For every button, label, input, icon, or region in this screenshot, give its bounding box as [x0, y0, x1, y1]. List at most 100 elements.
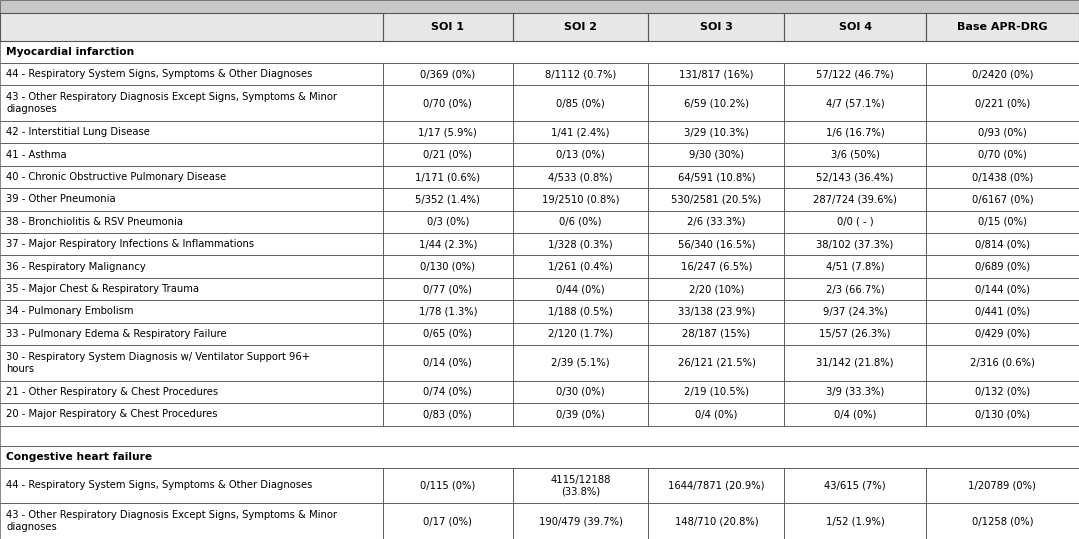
Bar: [926, 63, 1079, 85]
Text: 190/479 (39.7%): 190/479 (39.7%): [538, 516, 623, 526]
Bar: [513, 85, 648, 121]
Bar: [648, 345, 784, 381]
Bar: [926, 381, 1079, 403]
Bar: [383, 255, 513, 278]
Bar: [513, 121, 648, 143]
Text: 40 - Chronic Obstructive Pulmonary Disease: 40 - Chronic Obstructive Pulmonary Disea…: [6, 172, 227, 182]
Bar: [0, 426, 1079, 446]
Bar: [513, 13, 648, 41]
Bar: [784, 188, 926, 211]
Bar: [926, 503, 1079, 539]
Bar: [648, 166, 784, 188]
Bar: [0, 85, 383, 121]
Bar: [648, 188, 784, 211]
Text: 57/122 (46.7%): 57/122 (46.7%): [816, 69, 894, 79]
Bar: [926, 13, 1079, 41]
Text: 33 - Pulmonary Edema & Respiratory Failure: 33 - Pulmonary Edema & Respiratory Failu…: [6, 329, 227, 339]
Text: 0/441 (0%): 0/441 (0%): [975, 307, 1029, 316]
Bar: [926, 278, 1079, 300]
Bar: [0, 63, 383, 85]
Bar: [926, 467, 1079, 503]
Bar: [0, 211, 383, 233]
Bar: [648, 143, 784, 166]
Bar: [383, 121, 513, 143]
Bar: [648, 381, 784, 403]
Bar: [513, 255, 648, 278]
Text: 0/0 ( - ): 0/0 ( - ): [837, 217, 873, 227]
Bar: [926, 300, 1079, 323]
Bar: [926, 143, 1079, 166]
Bar: [926, 255, 1079, 278]
Bar: [0, 143, 383, 166]
Bar: [383, 166, 513, 188]
Bar: [648, 121, 784, 143]
Text: 0/30 (0%): 0/30 (0%): [556, 387, 605, 397]
Bar: [383, 233, 513, 255]
Bar: [0, 467, 383, 503]
Bar: [0, 233, 383, 255]
Bar: [648, 300, 784, 323]
Bar: [383, 166, 513, 188]
Bar: [383, 467, 513, 503]
Bar: [926, 403, 1079, 426]
Text: 21 - Other Respiratory & Chest Procedures: 21 - Other Respiratory & Chest Procedure…: [6, 387, 219, 397]
Text: 16/247 (6.5%): 16/247 (6.5%): [681, 261, 752, 272]
Text: 41 - Asthma: 41 - Asthma: [6, 150, 67, 160]
Text: 34 - Pulmonary Embolism: 34 - Pulmonary Embolism: [6, 307, 134, 316]
Bar: [513, 233, 648, 255]
Text: 0/4 (0%): 0/4 (0%): [695, 410, 738, 419]
Bar: [0, 188, 383, 211]
Bar: [0, 446, 1079, 467]
Text: 0/6 (0%): 0/6 (0%): [559, 217, 602, 227]
Bar: [648, 403, 784, 426]
Text: 0/132 (0%): 0/132 (0%): [974, 387, 1030, 397]
Bar: [383, 233, 513, 255]
Bar: [0, 403, 383, 426]
Bar: [648, 85, 784, 121]
Text: 0/115 (0%): 0/115 (0%): [420, 480, 476, 490]
Bar: [784, 255, 926, 278]
Bar: [648, 300, 784, 323]
Text: 9/30 (30%): 9/30 (30%): [689, 150, 743, 160]
Bar: [383, 211, 513, 233]
Bar: [784, 121, 926, 143]
Text: 287/724 (39.6%): 287/724 (39.6%): [814, 195, 897, 204]
Bar: [513, 403, 648, 426]
Bar: [383, 503, 513, 539]
Bar: [784, 121, 926, 143]
Bar: [513, 323, 648, 345]
Text: 0/77 (0%): 0/77 (0%): [423, 284, 473, 294]
Text: 2/3 (66.7%): 2/3 (66.7%): [825, 284, 885, 294]
Text: 1/78 (1.3%): 1/78 (1.3%): [419, 307, 477, 316]
Bar: [513, 300, 648, 323]
Bar: [0, 503, 383, 539]
Text: 3/6 (50%): 3/6 (50%): [831, 150, 879, 160]
Text: 0/70 (0%): 0/70 (0%): [423, 98, 473, 108]
Bar: [383, 381, 513, 403]
Text: SOI 1: SOI 1: [432, 22, 464, 32]
Bar: [784, 467, 926, 503]
Bar: [926, 121, 1079, 143]
Text: 1/20789 (0%): 1/20789 (0%): [969, 480, 1036, 490]
Text: Myocardial infarction: Myocardial infarction: [6, 47, 135, 57]
Bar: [784, 211, 926, 233]
Text: 35 - Major Chest & Respiratory Trauma: 35 - Major Chest & Respiratory Trauma: [6, 284, 200, 294]
Bar: [926, 381, 1079, 403]
Bar: [648, 467, 784, 503]
Text: 44 - Respiratory System Signs, Symptoms & Other Diagnoses: 44 - Respiratory System Signs, Symptoms …: [6, 480, 313, 490]
Bar: [513, 63, 648, 85]
Text: 1/41 (2.4%): 1/41 (2.4%): [551, 127, 610, 137]
Text: 1/6 (16.7%): 1/6 (16.7%): [825, 127, 885, 137]
Bar: [648, 467, 784, 503]
Bar: [926, 188, 1079, 211]
Bar: [784, 85, 926, 121]
Bar: [784, 233, 926, 255]
Bar: [383, 85, 513, 121]
Bar: [784, 211, 926, 233]
Text: 0/130 (0%): 0/130 (0%): [421, 261, 475, 272]
Bar: [784, 85, 926, 121]
Bar: [0, 345, 383, 381]
Text: 19/2510 (0.8%): 19/2510 (0.8%): [542, 195, 619, 204]
Bar: [513, 323, 648, 345]
Text: 0/15 (0%): 0/15 (0%): [978, 217, 1027, 227]
